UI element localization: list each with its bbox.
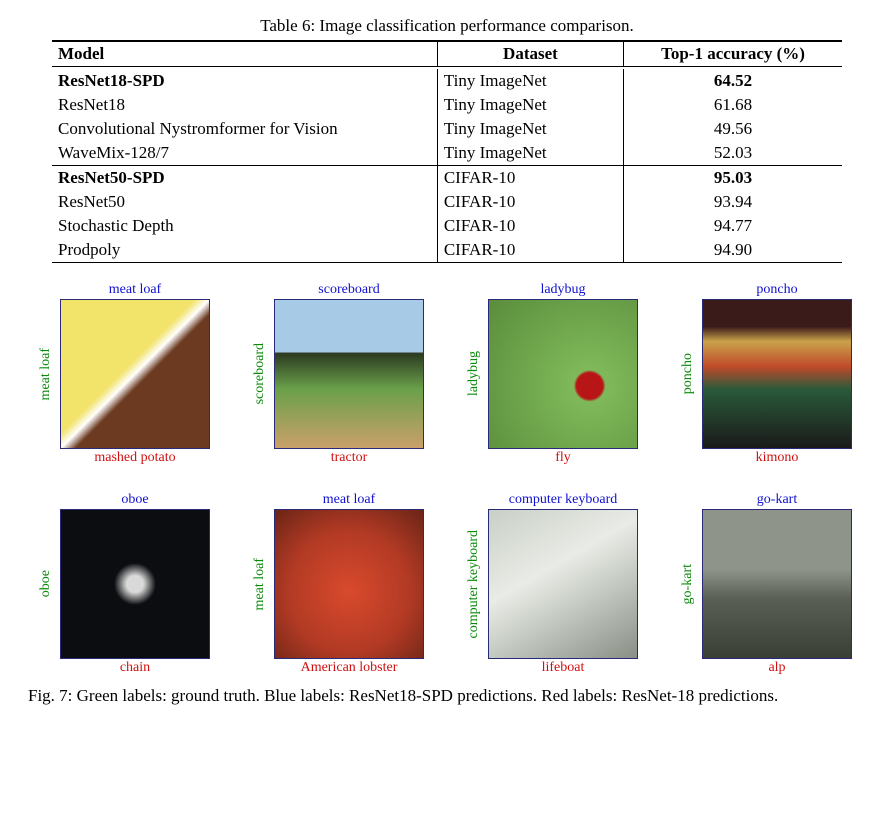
figure-tile: go-kart go-kart alp xyxy=(679,491,857,677)
cell-dataset: CIFAR-10 xyxy=(437,238,623,263)
cell-accuracy: 93.94 xyxy=(624,190,842,214)
table-row: ProdpolyCIFAR-1094.90 xyxy=(52,238,842,263)
prediction-label-spd: computer keyboard xyxy=(509,492,617,508)
prediction-label-spd: poncho xyxy=(756,282,797,298)
ground-truth-label: oboe xyxy=(38,570,54,597)
figure-tile: poncho poncho kimono xyxy=(679,281,857,467)
prediction-label-spd: scoreboard xyxy=(318,282,379,298)
prediction-label-spd: oboe xyxy=(121,492,148,508)
prediction-label-spd: meat loaf xyxy=(109,282,161,298)
prediction-label-spd: meat loaf xyxy=(323,492,375,508)
table-row: ResNet18-SPDTiny ImageNet64.52 xyxy=(52,69,842,93)
ground-truth-label: go-kart xyxy=(680,564,696,604)
col-header-dataset: Dataset xyxy=(437,41,623,67)
figure-caption: Fig. 7: Green labels: ground truth. Blue… xyxy=(28,685,866,708)
ground-truth-label: meat loaf xyxy=(38,348,54,400)
cell-dataset: Tiny ImageNet xyxy=(437,141,623,166)
image-thumbnail xyxy=(274,509,424,659)
table-caption: Table 6: Image classification performanc… xyxy=(28,16,866,36)
cell-dataset: Tiny ImageNet xyxy=(437,93,623,117)
cell-accuracy: 94.90 xyxy=(624,238,842,263)
table-row: Convolutional Nystromformer for VisionTi… xyxy=(52,117,842,141)
figure-tile: computer keyboard computer keyboard lifebo… xyxy=(465,491,643,677)
cell-dataset: Tiny ImageNet xyxy=(437,69,623,93)
cell-accuracy: 94.77 xyxy=(624,214,842,238)
image-thumbnail xyxy=(60,299,210,449)
cell-model: WaveMix-128/7 xyxy=(52,141,437,166)
cell-model: ResNet18 xyxy=(52,93,437,117)
image-thumbnail xyxy=(488,299,638,449)
image-thumbnail xyxy=(702,509,852,659)
col-header-model: Model xyxy=(52,41,437,67)
ground-truth-label: ladybug xyxy=(466,351,482,396)
col-header-accuracy: Top-1 accuracy (%) xyxy=(624,41,842,67)
ground-truth-label: computer keyboard xyxy=(466,530,482,638)
figure-grid: meat loaf meat loaf mashed potato scoreboar… xyxy=(37,281,857,677)
figure-tile: meat loaf meat loaf American lobster xyxy=(251,491,429,677)
prediction-label-resnet18: chain xyxy=(120,660,150,676)
figure-tile: scoreboard scoreboard tractor xyxy=(251,281,429,467)
cell-accuracy: 61.68 xyxy=(624,93,842,117)
ground-truth-label: scoreboard xyxy=(252,343,268,404)
performance-table: Model Dataset Top-1 accuracy (%) ResNet1… xyxy=(52,40,842,263)
prediction-label-resnet18: lifeboat xyxy=(542,660,585,676)
prediction-label-resnet18: mashed potato xyxy=(94,450,175,466)
cell-model: ResNet50 xyxy=(52,190,437,214)
table-header-row: Model Dataset Top-1 accuracy (%) xyxy=(52,41,842,67)
image-thumbnail xyxy=(60,509,210,659)
figure-tile: oboe oboe chain xyxy=(37,491,215,677)
prediction-label-spd: go-kart xyxy=(757,492,797,508)
cell-model: Stochastic Depth xyxy=(52,214,437,238)
cell-model: Convolutional Nystromformer for Vision xyxy=(52,117,437,141)
prediction-label-spd: ladybug xyxy=(540,282,585,298)
figure-tile: meat loaf meat loaf mashed potato xyxy=(37,281,215,467)
cell-model: ResNet18-SPD xyxy=(52,69,437,93)
ground-truth-label: meat loaf xyxy=(252,558,268,610)
prediction-label-resnet18: fly xyxy=(555,450,571,466)
table-row: ResNet50CIFAR-1093.94 xyxy=(52,190,842,214)
cell-accuracy: 49.56 xyxy=(624,117,842,141)
image-thumbnail xyxy=(702,299,852,449)
figure-tile: ladybug ladybug fly xyxy=(465,281,643,467)
cell-accuracy: 52.03 xyxy=(624,141,842,166)
ground-truth-label: poncho xyxy=(680,353,696,394)
cell-dataset: CIFAR-10 xyxy=(437,190,623,214)
cell-accuracy: 95.03 xyxy=(624,166,842,191)
table-row: ResNet50-SPDCIFAR-1095.03 xyxy=(52,166,842,191)
prediction-label-resnet18: tractor xyxy=(331,450,368,466)
prediction-label-resnet18: alp xyxy=(768,660,785,676)
table-row: ResNet18Tiny ImageNet61.68 xyxy=(52,93,842,117)
cell-model: ResNet50-SPD xyxy=(52,166,437,191)
table-row: Stochastic DepthCIFAR-1094.77 xyxy=(52,214,842,238)
cell-accuracy: 64.52 xyxy=(624,69,842,93)
prediction-label-resnet18: American lobster xyxy=(301,660,398,676)
prediction-label-resnet18: kimono xyxy=(756,450,799,466)
cell-model: Prodpoly xyxy=(52,238,437,263)
table-row: WaveMix-128/7Tiny ImageNet52.03 xyxy=(52,141,842,166)
image-thumbnail xyxy=(274,299,424,449)
image-thumbnail xyxy=(488,509,638,659)
cell-dataset: CIFAR-10 xyxy=(437,214,623,238)
cell-dataset: Tiny ImageNet xyxy=(437,117,623,141)
cell-dataset: CIFAR-10 xyxy=(437,166,623,191)
